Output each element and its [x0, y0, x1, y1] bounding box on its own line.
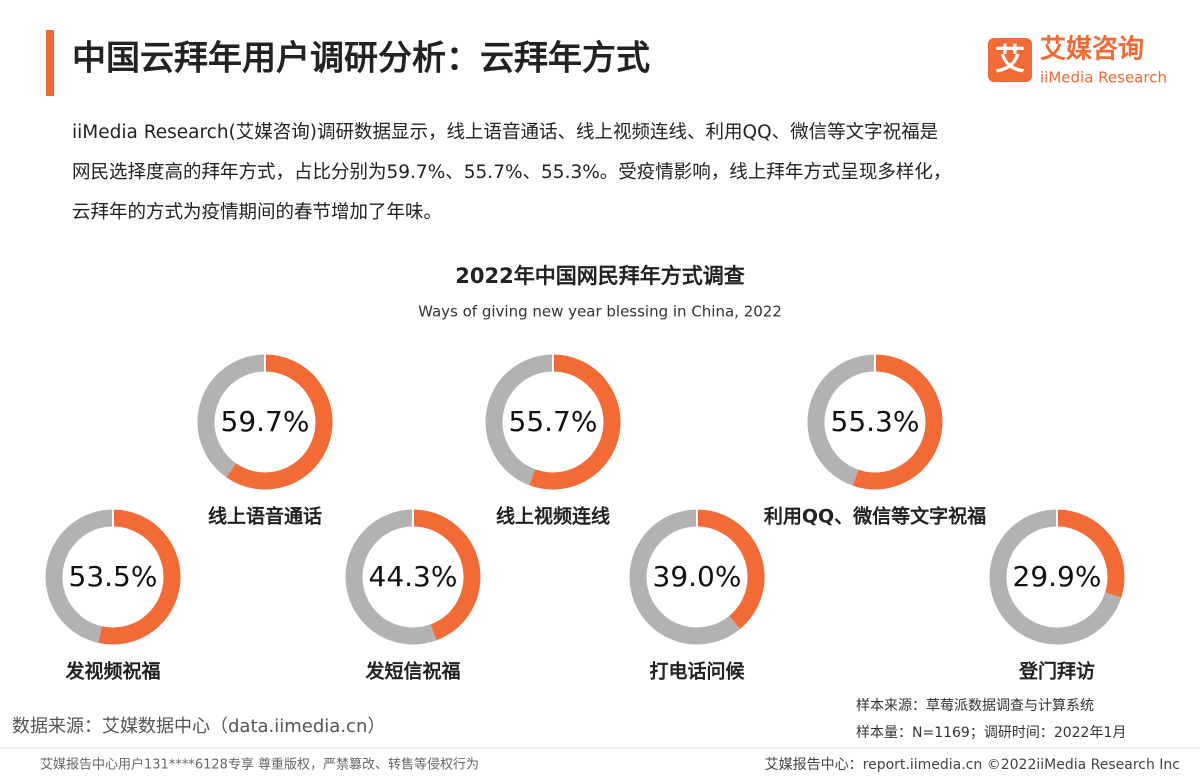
description-line: 网民选择度高的拜年方式，占比分别为59.7%、55.7%、55.3%。受疫情影响… [72, 162, 951, 183]
donut-segment [412, 509, 481, 641]
category-label: 打电话问候 [649, 660, 745, 683]
title-accent [46, 30, 54, 96]
donut-remainder [807, 354, 876, 486]
donut-remainder [629, 509, 741, 645]
value-label: 39.0% [653, 560, 742, 593]
donut-remainder [197, 354, 266, 478]
value-label: 29.9% [1013, 560, 1102, 593]
chart-subtitle: Ways of giving new year blessing in Chin… [418, 303, 782, 321]
value-label: 59.7% [221, 405, 310, 438]
logo-icon: 艾 [995, 43, 1025, 78]
source: 数据来源：艾媒数据中心（data.iimedia.cn） [12, 716, 385, 737]
value-label: 53.5% [69, 560, 158, 593]
description-line: iiMedia Research(艾媒咨询)调研数据显示，线上语音通话、线上视频… [72, 122, 938, 143]
page-title: 中国云拜年用户调研分析：云拜年方式 [72, 39, 650, 79]
category-label: 利用QQ、微信等文字祝福 [764, 505, 986, 528]
sample-note: 样本量：N=1169；调研时间：2022年1月 [856, 725, 1126, 741]
logo-name: 艾媒咨询 [1040, 34, 1144, 65]
footer-right: 艾媒报告中心：report.iimedia.cn ©2022iiMedia Re… [765, 757, 1180, 773]
category-label: 线上语音通话 [208, 505, 322, 528]
value-label: 55.3% [831, 405, 920, 438]
donut-segment [529, 354, 621, 490]
donut-remainder [485, 354, 554, 486]
donut-segment [1056, 509, 1125, 598]
category-label: 发短信祝福 [364, 660, 460, 683]
sample-note: 样本来源：草莓派数据调查与计算系统 [856, 698, 1094, 714]
logo-box [988, 38, 1032, 82]
description-line: 云拜年的方式为疫情期间的春节增加了年味。 [72, 202, 442, 223]
footer-left: 艾媒报告中心用户131****6128专享 尊重版权，严禁篡改、转售等侵权行为 [40, 757, 479, 773]
donut-remainder [989, 509, 1122, 645]
donut-segment [98, 509, 181, 645]
category-label: 发视频祝福 [64, 660, 160, 683]
donut-segment [226, 354, 333, 490]
value-label: 44.3% [369, 560, 458, 593]
category-label: 登门拜访 [1018, 660, 1095, 683]
value-label: 55.7% [509, 405, 598, 438]
donut-segment [696, 509, 765, 630]
donut-segment [852, 354, 943, 490]
donut-remainder [45, 509, 114, 643]
chart-title: 2022年中国网民拜年方式调查 [455, 264, 744, 288]
category-label: 线上视频连线 [496, 505, 610, 528]
donut-remainder [345, 509, 437, 645]
logo-sub: iiMedia Research [1040, 69, 1167, 87]
